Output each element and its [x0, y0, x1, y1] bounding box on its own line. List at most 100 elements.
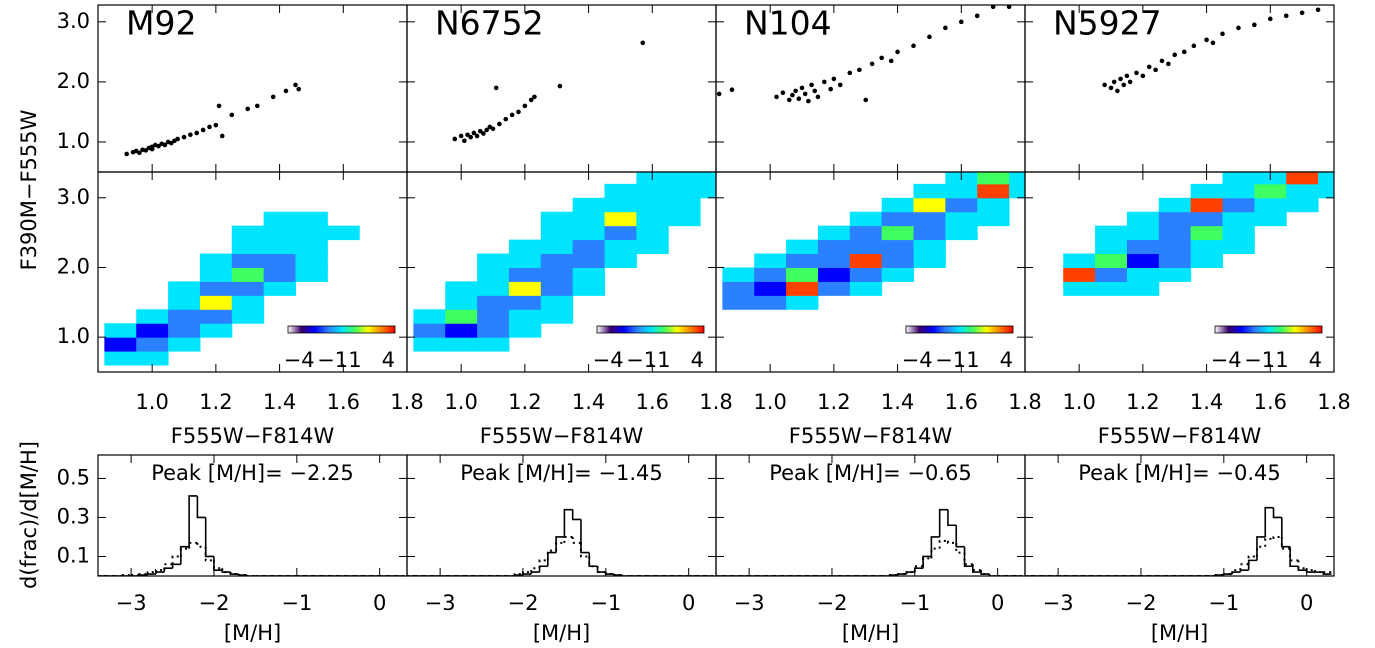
histogram-step — [213, 556, 223, 571]
cell — [849, 211, 883, 227]
x-axis-label: [M/H] — [533, 621, 590, 645]
x-tick-label: 1.8 — [699, 390, 732, 414]
cell — [786, 295, 819, 310]
cell — [881, 211, 915, 227]
cell — [913, 253, 946, 268]
histogram-step — [179, 547, 190, 557]
point — [458, 133, 464, 139]
cell — [540, 267, 574, 282]
point — [468, 134, 474, 140]
histogram-step — [513, 573, 523, 576]
cell — [199, 323, 233, 338]
point — [1172, 52, 1178, 58]
cell — [722, 281, 755, 296]
annotation: Peak [M/H]= −2.25 — [151, 461, 354, 485]
colorbar-tick-label: 4 — [1309, 348, 1322, 372]
cell — [477, 281, 510, 296]
histogram-step — [146, 573, 156, 576]
histogram-step — [988, 574, 998, 576]
x-tick-label: 1.6 — [327, 390, 360, 414]
cell — [977, 211, 1010, 227]
x-tick-label: −1 — [1208, 591, 1239, 615]
point — [168, 140, 174, 146]
point — [729, 87, 735, 93]
cell — [636, 183, 669, 199]
point — [974, 13, 980, 19]
x-tick-label: −1 — [590, 591, 621, 615]
histogram-step — [138, 573, 148, 576]
cell — [295, 239, 328, 255]
y-tick-label: 0.3 — [57, 504, 90, 528]
histogram-step — [212, 560, 223, 570]
histogram-step — [621, 575, 631, 576]
plot-area — [407, 508, 714, 576]
cell — [1222, 197, 1255, 213]
x-tick-label: 1.4 — [881, 390, 914, 414]
cell — [1190, 183, 1224, 199]
cell — [817, 225, 851, 241]
cell — [508, 267, 542, 282]
histogram-step — [163, 563, 173, 571]
point — [493, 85, 499, 91]
y-tick-label: 1.0 — [57, 129, 90, 153]
plot-area — [1102, 7, 1321, 94]
cell — [977, 183, 1010, 199]
point — [774, 94, 779, 100]
point — [1252, 22, 1257, 28]
colorbar-tick-label: 1 — [966, 348, 979, 372]
histogram-step — [1289, 546, 1299, 568]
cell — [231, 225, 265, 241]
cell — [477, 337, 510, 352]
y-tick-label: 2.0 — [57, 69, 90, 93]
cell — [668, 183, 701, 199]
cell — [754, 267, 787, 282]
x-tick-label: 0 — [682, 591, 695, 615]
cell — [168, 309, 201, 324]
histogram-step — [237, 574, 248, 576]
histogram-step — [188, 541, 198, 549]
y-tick-label: 0.5 — [57, 465, 90, 489]
histogram-step — [204, 546, 214, 562]
cell — [1126, 267, 1160, 282]
cell — [1286, 172, 1319, 185]
plot-area — [98, 495, 405, 576]
cell — [1318, 172, 1334, 185]
histogram-step — [180, 545, 190, 565]
histogram-step — [980, 572, 990, 575]
cell — [104, 323, 137, 338]
cell — [231, 239, 265, 255]
point — [911, 43, 916, 49]
histogram-step — [530, 571, 540, 575]
histogram-step — [538, 565, 548, 573]
cell — [817, 239, 851, 255]
cell — [104, 351, 137, 366]
colorbar-tick-label: −4 — [593, 348, 624, 372]
cell — [231, 309, 265, 324]
point — [254, 103, 260, 109]
y-tick-label: 3.0 — [57, 185, 90, 209]
cell — [231, 267, 265, 282]
cell — [1158, 211, 1192, 227]
point — [462, 138, 467, 144]
colorbar — [1214, 325, 1323, 334]
histogram-step — [1272, 507, 1282, 519]
cell — [263, 211, 297, 227]
cell — [668, 197, 701, 213]
panel-title: M92 — [126, 4, 196, 43]
cell — [263, 239, 297, 255]
panel-title: N5927 — [1053, 4, 1162, 43]
histogram-step — [530, 567, 540, 573]
histogram-step — [555, 536, 565, 553]
point — [516, 109, 521, 115]
point — [1236, 25, 1241, 31]
cell — [1190, 197, 1224, 213]
histogram-step — [588, 552, 598, 568]
point — [219, 133, 225, 139]
cell — [1158, 239, 1192, 255]
point — [1283, 13, 1289, 19]
histogram-step — [905, 571, 915, 575]
plot-area — [452, 40, 646, 144]
point — [124, 151, 129, 157]
point — [503, 116, 509, 122]
